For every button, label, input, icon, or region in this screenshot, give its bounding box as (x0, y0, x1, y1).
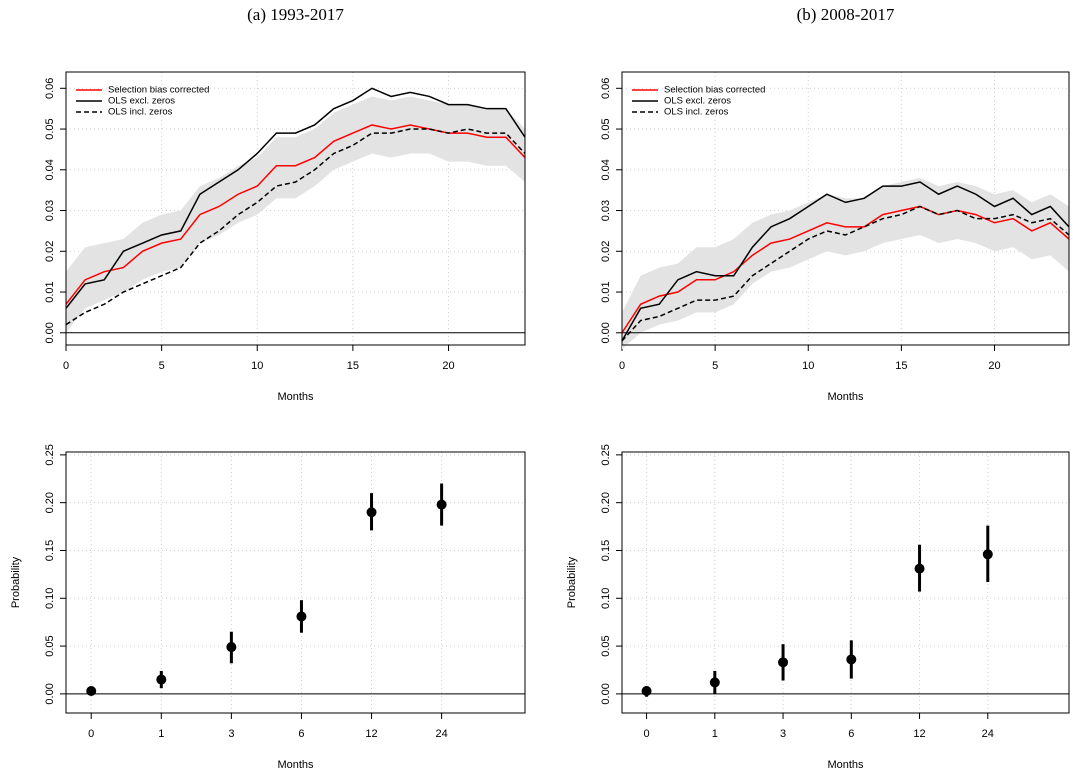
point (982, 549, 993, 560)
x-tick-label: 1 (158, 728, 164, 740)
point (778, 657, 789, 668)
series-line (621, 205, 1070, 334)
series-line (621, 205, 1070, 342)
legend-label: Selection bias corrected (664, 85, 765, 96)
y-tick-label: 0.06 (600, 78, 612, 99)
series-line (621, 181, 1070, 342)
x-tick-label: 24 (435, 728, 447, 740)
point (86, 686, 97, 697)
y-tick-label: 0.05 (600, 118, 612, 139)
x-tick-label: 15 (895, 360, 907, 372)
x-tick-label: 3 (228, 728, 234, 740)
x-tick-label: 12 (913, 728, 925, 740)
point (366, 507, 377, 518)
plot-frame (65, 451, 526, 714)
point (914, 563, 925, 574)
point (296, 611, 307, 622)
confidence-band (66, 96, 525, 333)
y-tick-label: 0.00 (44, 683, 56, 704)
series-line (65, 128, 526, 326)
y-tick-label: 0.05 (600, 635, 612, 656)
y-axis-label: Probability (566, 556, 578, 608)
y-tick-label: 0.05 (44, 635, 56, 656)
x-tick-label: 6 (298, 728, 304, 740)
y-tick-label: 0.06 (44, 78, 56, 99)
plot-frame (65, 71, 526, 346)
series-line (65, 87, 526, 309)
x-tick-label: 0 (644, 728, 650, 740)
x-tick-label: 10 (802, 360, 814, 372)
x-tick-label: 20 (988, 360, 1000, 372)
y-tick-label: 0.04 (44, 159, 56, 180)
x-tick-label: 0 (619, 360, 625, 372)
legend-label: Selection bias corrected (108, 85, 209, 96)
y-tick-label: 0.15 (44, 540, 56, 561)
panel-title: (a) 1993-2017 (247, 5, 344, 24)
y-tick-label: 0.00 (600, 322, 612, 343)
x-tick-label: 15 (347, 360, 359, 372)
y-tick-label: 0.25 (600, 444, 612, 465)
y-tick-label: 0.03 (44, 200, 56, 221)
x-tick-label: 0 (88, 728, 94, 740)
y-tick-label: 0.02 (44, 241, 56, 262)
point (156, 674, 167, 685)
y-tick-label: 0.03 (600, 200, 612, 221)
x-tick-label: 24 (982, 728, 994, 740)
x-tick-label: 1 (712, 728, 718, 740)
y-tick-label: 0.05 (44, 118, 56, 139)
x-tick-label: 5 (159, 360, 165, 372)
x-tick-label: 3 (780, 728, 786, 740)
x-tick-label: 12 (365, 728, 377, 740)
legend-label: OLS incl. zeros (664, 107, 729, 118)
y-tick-label: 0.20 (600, 492, 612, 513)
point (436, 499, 447, 510)
point (641, 686, 652, 697)
x-tick-label: 20 (442, 360, 454, 372)
legend-label: OLS incl. zeros (108, 107, 173, 118)
legend-label: OLS excl. zeros (664, 96, 731, 107)
point (709, 677, 720, 688)
y-tick-label: 0.10 (44, 588, 56, 609)
panel-title: (b) 2008-2017 (797, 5, 895, 24)
x-tick-label: 0 (63, 360, 69, 372)
x-tick-label: 5 (712, 360, 718, 372)
y-tick-label: 0.10 (600, 588, 612, 609)
legend-label: OLS excl. zeros (108, 96, 175, 107)
y-tick-label: 0.04 (600, 159, 612, 180)
y-axis-label: Probability (10, 556, 22, 608)
x-tick-label: 6 (848, 728, 854, 740)
plot-frame (621, 71, 1070, 346)
x-tick-label: 10 (251, 360, 263, 372)
x-axis-label: Months (827, 391, 864, 403)
x-axis-label: Months (277, 759, 314, 771)
x-axis-label: Months (277, 391, 314, 403)
x-axis-label: Months (827, 759, 864, 771)
y-tick-label: 0.15 (600, 540, 612, 561)
point (226, 642, 237, 653)
confidence-band (622, 177, 1069, 350)
point (846, 654, 857, 665)
y-tick-label: 0.00 (44, 322, 56, 343)
y-tick-label: 0.01 (44, 281, 56, 302)
y-tick-label: 0.02 (600, 241, 612, 262)
y-tick-label: 0.01 (600, 281, 612, 302)
y-tick-label: 0.20 (44, 492, 56, 513)
y-tick-label: 0.25 (44, 444, 56, 465)
y-tick-label: 0.00 (600, 683, 612, 704)
plot-frame (621, 451, 1070, 714)
